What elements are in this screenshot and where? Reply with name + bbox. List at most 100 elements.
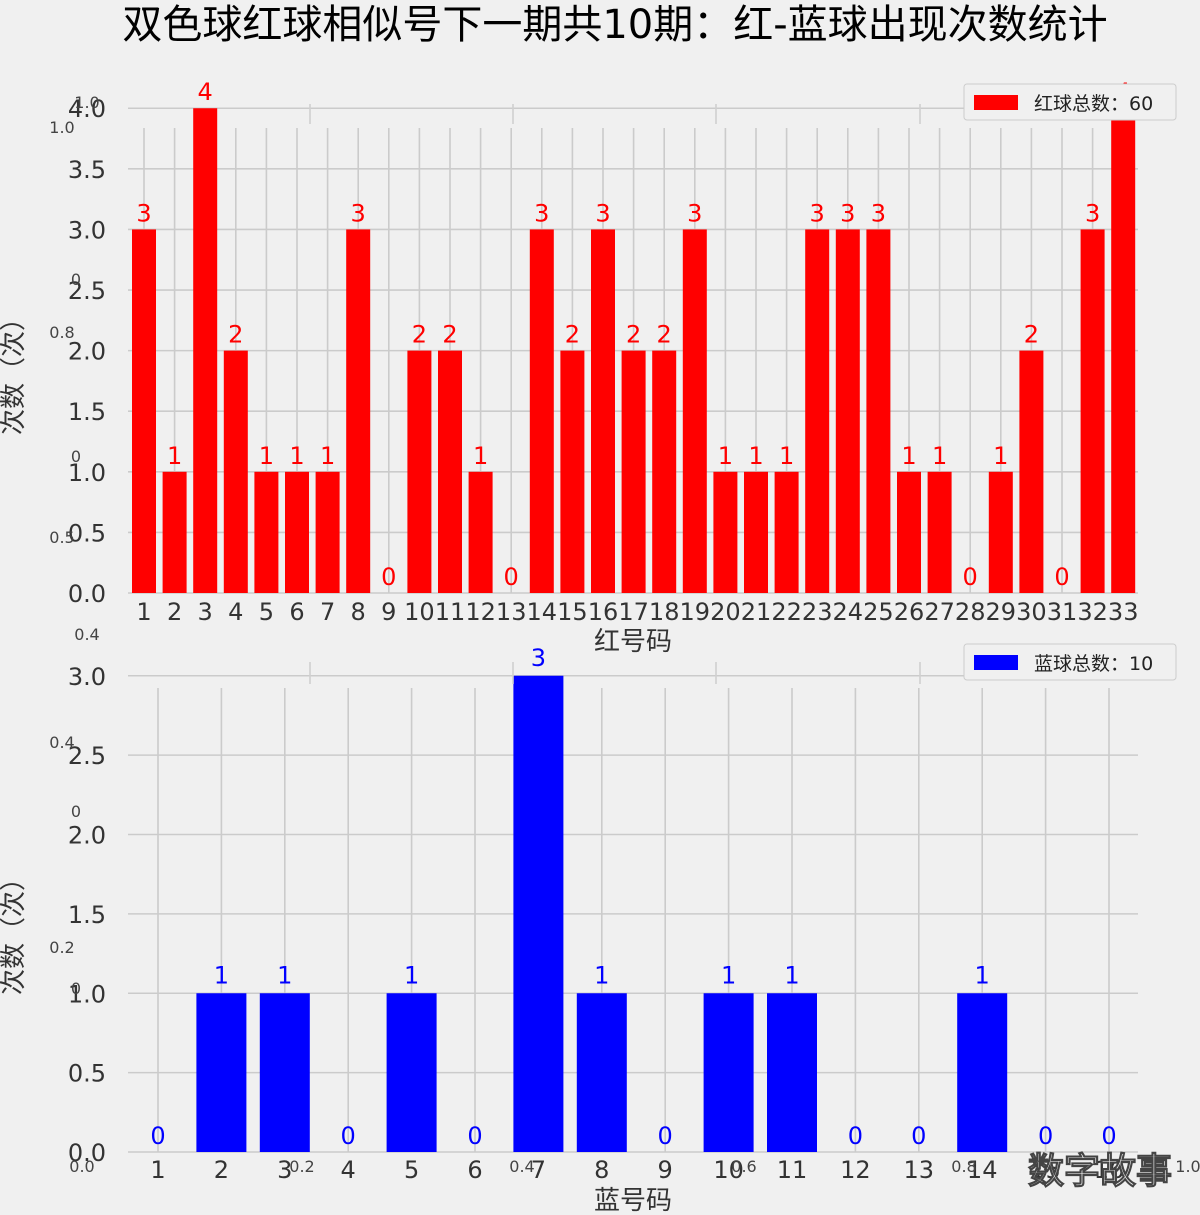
red-x-tick-label: 10 — [404, 598, 435, 626]
ghost-left-label: 0.8 — [49, 323, 74, 342]
blue-x-tick-label: 13 — [904, 1156, 935, 1184]
blue-x-tick-label: 3 — [277, 1156, 292, 1184]
red-y-tick-label: 2.0 — [68, 338, 106, 366]
red-bar-value-label: 1 — [718, 442, 733, 470]
blue-x-tick-label: 15 — [1030, 1156, 1061, 1184]
blue-x-tick-label: 7 — [531, 1156, 546, 1184]
blue-bar — [957, 993, 1008, 1152]
red-bar — [560, 350, 585, 593]
red-legend-swatch — [974, 95, 1018, 110]
blue-bar-value-label: 0 — [1101, 1122, 1116, 1150]
red-bar-value-label: 3 — [351, 199, 366, 227]
red-bar-value-label: 0 — [963, 563, 978, 591]
chart-title: 双色球红球相似号下一期共10期：红-蓝球出现次数统计 — [122, 2, 1107, 48]
blue-y-ticks: 0.0 0.5 1.0 1.5 2.0 2.5 3.0 — [68, 663, 106, 1167]
red-x-tick-label: 13 — [496, 598, 527, 626]
red-bar — [866, 229, 891, 593]
red-x-tick-label: 26 — [894, 598, 925, 626]
red-x-tick-label: 28 — [955, 598, 986, 626]
blue-x-tick-label: 2 — [214, 1156, 229, 1184]
blue-bar-value-label: 1 — [404, 961, 419, 989]
red-bar — [621, 350, 646, 593]
blue-x-tick-label: 12 — [840, 1156, 871, 1184]
blue-bar-value-label: 0 — [1038, 1122, 1053, 1150]
ghost-bottom-label: 0.4 — [509, 1157, 534, 1176]
red-bar — [1080, 229, 1105, 593]
blue-x-tick-label: 9 — [658, 1156, 673, 1184]
ghost-left-label: 0.2 — [49, 938, 74, 957]
blue-bar — [259, 993, 310, 1152]
blue-x-tick-label: 14 — [967, 1156, 998, 1184]
red-bar — [682, 229, 707, 593]
red-x-tick-label: 7 — [320, 598, 335, 626]
red-x-tick-label: 31 — [1047, 598, 1078, 626]
red-bar-value-label: 2 — [626, 321, 641, 349]
red-bar — [652, 350, 677, 593]
blue-x-tick-label: 10 — [713, 1156, 744, 1184]
red-bar-value-label: 1 — [901, 442, 916, 470]
red-x-tick-label: 8 — [351, 598, 366, 626]
blue-bar — [196, 993, 247, 1152]
red-bar — [438, 350, 462, 593]
blue-bar-value-label: 1 — [975, 961, 990, 989]
red-x-ticks: 1 2 3 4 5 6 7 8 9 10 11 12 13 14 15 16 17 18 19 20 21 22 23 24 2… — [136, 598, 1138, 626]
blue-x-tick-label: 5 — [404, 1156, 419, 1184]
red-bar-value-label: 1 — [167, 442, 182, 470]
blue-y-tick-label: 3.0 — [68, 663, 106, 691]
blue-bar-labels: 0 1 1 0 1 0 3 1 0 1 1 0 0 1 0 0 — [150, 644, 1116, 1150]
red-y-tick-label: 3.5 — [68, 156, 106, 184]
blue-y-axis-label: 次数（次） — [0, 865, 29, 995]
ghost-bottom-label: 0.2 — [289, 1157, 314, 1176]
red-x-tick-label: 17 — [618, 598, 649, 626]
blue-y-tick-label: 1.5 — [68, 901, 106, 929]
ghost-left-label: 0.4 — [74, 625, 99, 644]
blue-bar-value-label: 1 — [784, 961, 799, 989]
red-bar — [988, 471, 1013, 593]
ghost-left-label: 0.5 — [49, 528, 74, 547]
red-bar-value-label: 3 — [136, 199, 151, 227]
red-y-tick-label: 1.5 — [68, 398, 106, 426]
blue-y-tick-label: 1.0 — [68, 980, 106, 1008]
red-x-tick-label: 27 — [924, 598, 955, 626]
red-bar-value-label: 3 — [871, 199, 886, 227]
red-x-tick-label: 3 — [198, 598, 213, 626]
red-legend-box — [963, 83, 1177, 121]
red-bar-value-label: 0 — [1054, 563, 1069, 591]
red-x-tick-label: 32 — [1077, 598, 1108, 626]
red-bar-value-label: 2 — [565, 321, 580, 349]
red-bar-value-label: 2 — [442, 321, 457, 349]
red-bar — [805, 229, 830, 593]
red-bar — [468, 471, 493, 593]
red-bar — [713, 471, 738, 593]
red-bar — [529, 229, 554, 593]
red-y-tick-label: 2.5 — [68, 277, 106, 305]
red-bar — [897, 471, 921, 593]
red-y-tick-label: 3.0 — [68, 216, 106, 244]
blue-legend-swatch — [974, 655, 1018, 670]
red-ball-panel: 314211130221032322311133311012034 0.00.5… — [0, 78, 1177, 657]
red-bar-value-label: 4 — [198, 78, 213, 106]
blue-bar-value-label: 1 — [277, 961, 292, 989]
red-bar-value-label: 3 — [595, 199, 610, 227]
red-bar-value-label: 1 — [932, 442, 947, 470]
blue-y-tick-label: 0.0 — [68, 1139, 106, 1167]
ghost-bottom-label: 0.8 — [951, 1157, 976, 1176]
red-bar — [223, 350, 248, 593]
blue-y-tick-label: 0.5 — [68, 1060, 106, 1088]
red-x-tick-label: 2 — [167, 598, 182, 626]
red-x-tick-label: 9 — [381, 598, 396, 626]
red-bar-value-label: 1 — [779, 442, 794, 470]
red-x-tick-label: 6 — [289, 598, 304, 626]
red-x-tick-label: 5 — [259, 598, 274, 626]
blue-bar-value-label: 3 — [531, 644, 546, 672]
red-x-tick-label: 15 — [557, 598, 588, 626]
red-y-axis-label: 次数（次） — [0, 305, 29, 435]
blue-bar-value-label: 0 — [150, 1122, 165, 1150]
red-bar-value-label: 1 — [259, 442, 274, 470]
red-x-tick-label: 29 — [986, 598, 1017, 626]
red-bar — [315, 471, 340, 593]
red-x-tick-label: 23 — [802, 598, 833, 626]
red-bar-value-label: 3 — [810, 199, 825, 227]
